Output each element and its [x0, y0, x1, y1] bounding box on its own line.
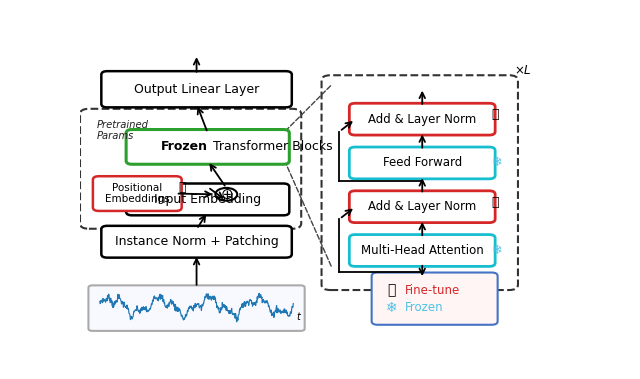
- Text: ❄️: ❄️: [492, 244, 502, 257]
- Text: Multi-Head Attention: Multi-Head Attention: [361, 244, 484, 257]
- Text: Frozen: Frozen: [405, 301, 444, 314]
- Text: 🔥: 🔥: [178, 181, 186, 194]
- Text: Positional
Embeddings: Positional Embeddings: [105, 183, 170, 204]
- FancyBboxPatch shape: [126, 130, 289, 164]
- Text: ❄️: ❄️: [492, 157, 502, 169]
- FancyBboxPatch shape: [93, 176, 182, 211]
- FancyBboxPatch shape: [349, 147, 495, 179]
- Text: Feed Forward: Feed Forward: [383, 157, 462, 169]
- Text: $\oplus$: $\oplus$: [220, 187, 233, 202]
- Text: Add & Layer Norm: Add & Layer Norm: [368, 200, 476, 213]
- FancyBboxPatch shape: [101, 71, 292, 107]
- Text: 🔥: 🔥: [387, 283, 396, 298]
- Text: Transformer Blocks: Transformer Blocks: [209, 140, 332, 153]
- FancyBboxPatch shape: [349, 103, 495, 135]
- Text: $t$: $t$: [296, 310, 302, 323]
- FancyBboxPatch shape: [349, 191, 495, 222]
- FancyBboxPatch shape: [88, 285, 305, 331]
- FancyBboxPatch shape: [349, 235, 495, 266]
- FancyBboxPatch shape: [372, 273, 498, 325]
- Text: 🔥: 🔥: [492, 108, 499, 121]
- FancyBboxPatch shape: [126, 183, 289, 215]
- Text: 🔥: 🔥: [492, 196, 499, 209]
- FancyBboxPatch shape: [101, 226, 292, 258]
- Text: Input Embedding: Input Embedding: [154, 193, 261, 206]
- Text: Instance Norm + Patching: Instance Norm + Patching: [115, 235, 278, 248]
- Text: Output Linear Layer: Output Linear Layer: [134, 83, 259, 96]
- Text: Fine-tune: Fine-tune: [405, 284, 460, 297]
- Text: Frozen: Frozen: [161, 140, 208, 153]
- Text: $\times L$: $\times L$: [514, 64, 532, 77]
- Text: Pretrained
Params: Pretrained Params: [97, 120, 148, 141]
- Text: Add & Layer Norm: Add & Layer Norm: [368, 113, 476, 126]
- Text: ❄️: ❄️: [386, 301, 397, 315]
